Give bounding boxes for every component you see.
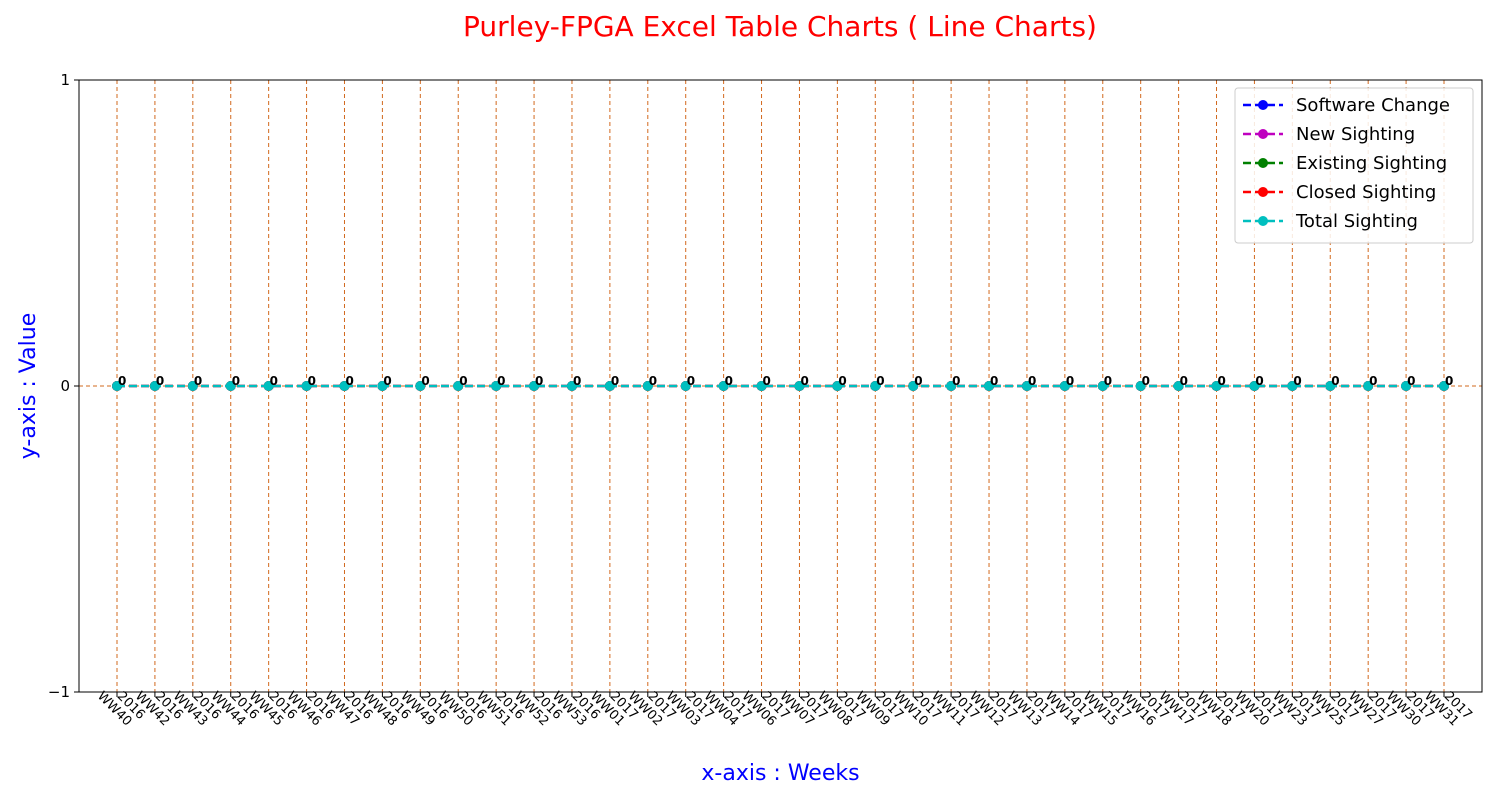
- legend-swatch-marker: [1258, 100, 1268, 110]
- data-label: 0: [1142, 374, 1150, 388]
- legend-box: [1234, 87, 1474, 244]
- data-label: 0: [383, 374, 391, 388]
- data-point: [642, 381, 653, 391]
- data-point: [566, 381, 577, 391]
- data-point: [908, 381, 919, 391]
- data-point: [1401, 381, 1412, 391]
- legend-entry-label: Total Sighting: [1295, 211, 1418, 232]
- data-label: 0: [1028, 374, 1036, 388]
- data-point: [604, 381, 615, 391]
- data-point: [1097, 381, 1108, 391]
- data-point: [1173, 381, 1184, 391]
- data-point: [718, 381, 729, 391]
- data-label: 0: [1293, 374, 1301, 388]
- data-label: 0: [1331, 374, 1339, 388]
- data-point: [680, 381, 691, 391]
- data-point: [1059, 381, 1070, 391]
- data-point: [1211, 381, 1222, 391]
- data-label: 0: [649, 374, 657, 388]
- data-label: 0: [838, 374, 846, 388]
- data-label: 0: [497, 374, 505, 388]
- data-point: [529, 381, 540, 391]
- data-point: [984, 381, 995, 391]
- legend: Software Change New Sighting Existing Sigh…: [1234, 87, 1474, 244]
- legend-entry-label: Software Change: [1296, 95, 1450, 116]
- data-label: 0: [194, 374, 202, 388]
- data-label: 0: [232, 374, 240, 388]
- data-label: 0: [345, 374, 353, 388]
- data-label: 0: [990, 374, 998, 388]
- data-label: 0: [1066, 374, 1074, 388]
- y-axis-label: y-axis : Value: [16, 313, 41, 459]
- data-label: 0: [763, 374, 771, 388]
- legend-swatch-marker: [1258, 216, 1268, 226]
- x-axis-label: x-axis : Weeks: [701, 761, 859, 786]
- data-label: 0: [156, 374, 164, 388]
- data-point: [1021, 381, 1032, 391]
- data-label: 0: [1180, 374, 1188, 388]
- data-label: 0: [1445, 374, 1453, 388]
- legend-entry-label: Existing Sighting: [1296, 153, 1447, 174]
- y-tick-label: 0: [60, 377, 70, 395]
- data-label: 0: [800, 374, 808, 388]
- data-point: [1287, 381, 1298, 391]
- data-point: [1363, 381, 1374, 391]
- data-label: 0: [1407, 374, 1415, 388]
- data-point: [112, 381, 122, 391]
- data-label: 0: [1255, 374, 1263, 388]
- data-point: [301, 381, 312, 391]
- data-point: [339, 381, 350, 391]
- data-label: 0: [421, 374, 429, 388]
- data-point: [794, 381, 805, 391]
- data-label: 0: [308, 374, 316, 388]
- y-tick-label: 1: [60, 71, 70, 89]
- data-point: [946, 381, 957, 391]
- data-labels: 0 0 0 0 0 0 0 0 0 0 0 0 0 0 0 0 0 0 0 0 0 0 0 0 0 0 0 0 0 0 0 0 0 0 0 0: [118, 374, 1453, 388]
- legend-entry-label: New Sighting: [1296, 124, 1415, 145]
- data-point: [491, 381, 502, 391]
- data-label: 0: [725, 374, 733, 388]
- legend-swatch-marker: [1258, 187, 1268, 197]
- data-label: 0: [270, 374, 278, 388]
- data-label: 0: [687, 374, 695, 388]
- data-label: 0: [535, 374, 543, 388]
- legend-swatch-marker: [1258, 129, 1268, 139]
- series-lines: [112, 381, 1449, 391]
- data-point: [1249, 381, 1260, 391]
- data-label: 0: [573, 374, 581, 388]
- data-label: 0: [611, 374, 619, 388]
- data-point: [1439, 381, 1449, 391]
- legend-swatch-marker: [1258, 158, 1268, 168]
- data-point: [756, 381, 767, 391]
- data-point: [263, 381, 274, 391]
- legend-entry-label: Closed Sighting: [1296, 182, 1436, 203]
- data-point: [149, 381, 160, 391]
- data-point: [415, 381, 426, 391]
- chart-title: Purley-FPGA Excel Table Charts ( Line Ch…: [463, 10, 1097, 43]
- data-point: [832, 381, 843, 391]
- data-point: [225, 381, 236, 391]
- data-label: 0: [952, 374, 960, 388]
- data-label: 0: [876, 374, 884, 388]
- data-label: 0: [1369, 374, 1377, 388]
- data-point: [377, 381, 388, 391]
- data-label: 0: [914, 374, 922, 388]
- data-label: 0: [1104, 374, 1112, 388]
- y-axis-ticks: −1 0 1: [48, 71, 79, 701]
- data-label: 0: [459, 374, 467, 388]
- data-point: [187, 381, 198, 391]
- data-point: [453, 381, 464, 391]
- y-tick-label: −1: [48, 683, 70, 701]
- data-label: 0: [118, 374, 126, 388]
- data-point: [870, 381, 881, 391]
- data-label: 0: [1218, 374, 1226, 388]
- data-point: [1325, 381, 1336, 391]
- data-point: [1135, 381, 1146, 391]
